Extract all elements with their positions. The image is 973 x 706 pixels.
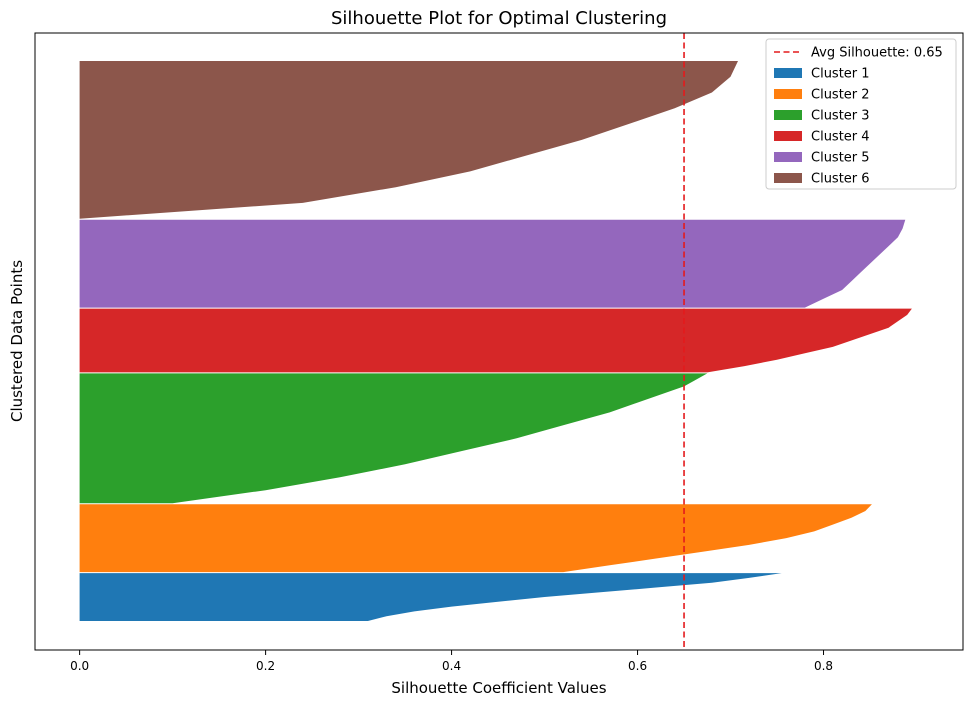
legend-swatch-cluster-4 <box>774 131 802 141</box>
legend-swatch-cluster-3 <box>774 110 802 120</box>
legend-label-cluster-1: Cluster 1 <box>811 67 870 82</box>
x-tick-label: 0.8 <box>814 659 833 673</box>
legend-label-cluster-4: Cluster 4 <box>811 130 870 145</box>
x-tick-label: 0.0 <box>70 659 89 673</box>
y-axis-label: Clustered Data Points <box>8 260 26 422</box>
legend-swatch-cluster-5 <box>774 152 802 162</box>
cluster-6-band <box>79 61 739 219</box>
legend-label-cluster-2: Cluster 2 <box>811 88 870 103</box>
legend-label-cluster-3: Cluster 3 <box>811 109 870 124</box>
legend-box <box>765 38 957 190</box>
x-tick-label: 0.6 <box>628 659 647 673</box>
x-axis-ticks: 0.0 0.2 0.4 0.6 0.8 <box>70 650 833 673</box>
legend: Avg Silhouette: 0.65 Cluster 1 Cluster 2 Cl… <box>765 38 957 190</box>
x-tick-label: 0.2 <box>256 659 275 673</box>
legend-swatch-cluster-6 <box>774 173 802 183</box>
chart-title: Silhouette Plot for Optimal Clustering <box>331 8 667 29</box>
plot-frame <box>34 32 964 651</box>
x-tick-label: 0.4 <box>442 659 461 673</box>
x-axis-label: Silhouette Coefficient Values <box>391 679 606 697</box>
legend-label-cluster-5: Cluster 5 <box>811 151 870 166</box>
cluster-2-band <box>79 504 872 573</box>
cluster-1-band <box>79 573 782 621</box>
cluster-4-band <box>79 308 912 373</box>
legend-label-cluster-6: Cluster 6 <box>811 172 870 187</box>
cluster-3-band <box>79 373 708 504</box>
legend-avg-label: Avg Silhouette: 0.65 <box>811 46 943 61</box>
legend-swatch-cluster-1 <box>774 68 802 78</box>
cluster-5-band <box>79 219 906 308</box>
cluster-bars <box>79 61 912 621</box>
legend-swatch-cluster-2 <box>774 89 802 99</box>
